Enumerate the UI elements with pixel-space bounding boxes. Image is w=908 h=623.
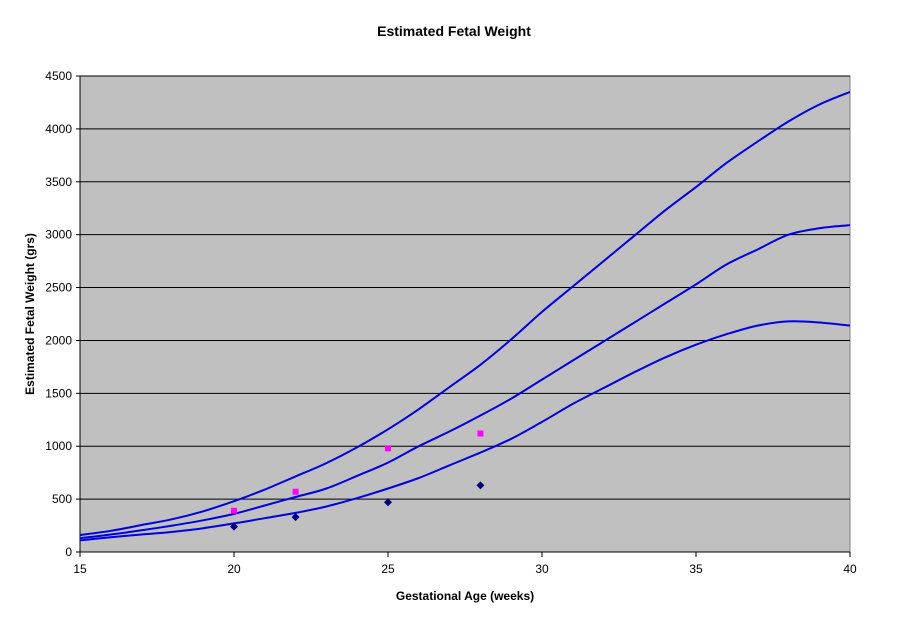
y-tick-label-7: 3500 bbox=[45, 175, 72, 189]
axes: 0 500 1000 1500 2000 2500 3000 3500 4000 4500 15 20… bbox=[45, 69, 857, 576]
y-tick-label-2: 1000 bbox=[45, 439, 72, 453]
series-layer bbox=[79, 90, 851, 542]
y-tick-label-4: 2000 bbox=[45, 333, 72, 347]
diamond-point-0 bbox=[230, 522, 238, 531]
square-point-2 bbox=[385, 445, 391, 452]
y-tick-label-8: 4000 bbox=[45, 122, 72, 136]
square-point-1 bbox=[292, 488, 299, 495]
series-line-1 bbox=[79, 224, 851, 540]
x-tick-label-0: 15 bbox=[73, 562, 87, 576]
x-tick-label-1: 20 bbox=[227, 562, 241, 576]
y-tick-label-3: 1500 bbox=[45, 386, 72, 400]
y-axis-label: Estimated Fetal Weight (grs) bbox=[23, 233, 37, 395]
x-tick-label-2: 25 bbox=[381, 562, 395, 576]
x-tick-label-3: 30 bbox=[535, 562, 549, 576]
y-tick-label-6: 3000 bbox=[45, 228, 72, 242]
chart-title: Estimated Fetal Weight bbox=[377, 23, 531, 39]
y-tick-label-5: 2500 bbox=[45, 281, 72, 295]
y-tick-label-9: 4500 bbox=[45, 69, 72, 83]
series-line-0 bbox=[79, 90, 851, 537]
gridlines bbox=[80, 75, 850, 500]
diamond-point-1 bbox=[291, 513, 300, 522]
diamond-point-2 bbox=[384, 498, 392, 507]
square-point-0 bbox=[231, 507, 237, 514]
plot-area bbox=[79, 75, 851, 553]
series-line-2 bbox=[79, 320, 851, 542]
y-tick-label-0: 0 bbox=[65, 545, 72, 559]
diamond-point-3 bbox=[476, 481, 485, 490]
y-tick-label-1: 500 bbox=[52, 492, 72, 506]
x-axis-label: Gestational Age (weeks) bbox=[396, 589, 534, 603]
x-tick-label-4: 35 bbox=[689, 562, 703, 576]
x-tick-label-5: 40 bbox=[843, 562, 857, 576]
square-point-3 bbox=[477, 430, 484, 437]
